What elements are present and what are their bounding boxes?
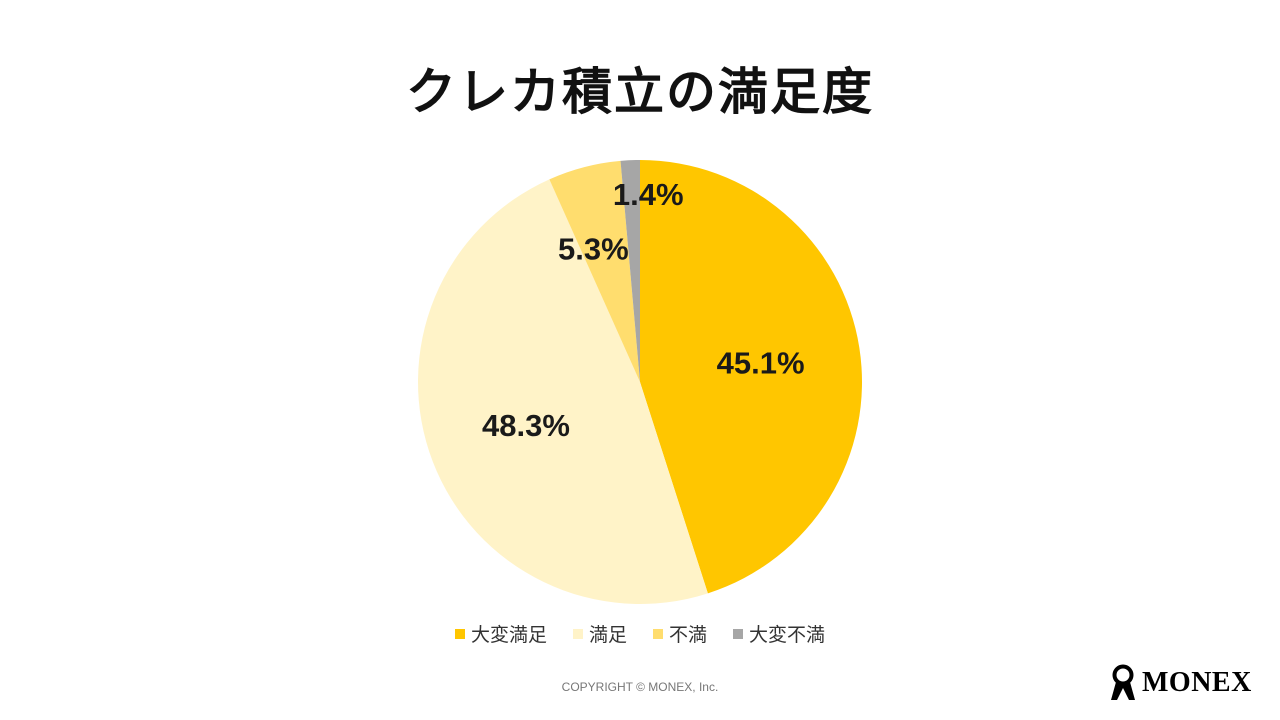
slice-dissatisfied	[549, 160, 640, 382]
pie-slices	[417, 160, 862, 605]
data-label: 48.3%	[482, 408, 570, 443]
slice-very-dissatisfied	[620, 160, 640, 382]
pie-labels: 45.1% 48.3% 5.3% 1.4%	[482, 177, 805, 443]
legend-swatch	[733, 628, 744, 639]
data-label: 5.3%	[558, 231, 629, 266]
chart-title: クレカ積立の満足度	[406, 63, 874, 121]
data-label: 1.4%	[613, 177, 684, 212]
slice-very-satisfied	[640, 160, 862, 594]
legend-item-dissatisfied: 不満	[653, 620, 707, 647]
legend-swatch	[653, 628, 663, 639]
legend-label: 不満	[669, 624, 708, 646]
monex-figure-icon	[1111, 664, 1135, 700]
legend: 大変満足 満足 不満 大変不満	[0, 620, 1280, 647]
legend-item-very-satisfied: 大変満足	[454, 620, 547, 647]
copyright-text: COPYRIGHT © MONEX, Inc.	[561, 680, 719, 694]
slice-satisfied	[417, 179, 708, 605]
legend-swatch	[454, 628, 465, 639]
legend-label: 大変不満	[749, 624, 826, 646]
legend-item-very-dissatisfied: 大変不満	[733, 620, 825, 647]
data-label: 45.1%	[717, 346, 805, 381]
legend-item-satisfied: 満足	[572, 620, 627, 647]
legend-label: 満足	[588, 624, 627, 646]
logo-text: MONEX	[1142, 667, 1252, 698]
legend-label: 大変満足	[470, 624, 547, 646]
monex-logo: MONEX	[1108, 664, 1252, 702]
legend-swatch	[572, 628, 583, 639]
